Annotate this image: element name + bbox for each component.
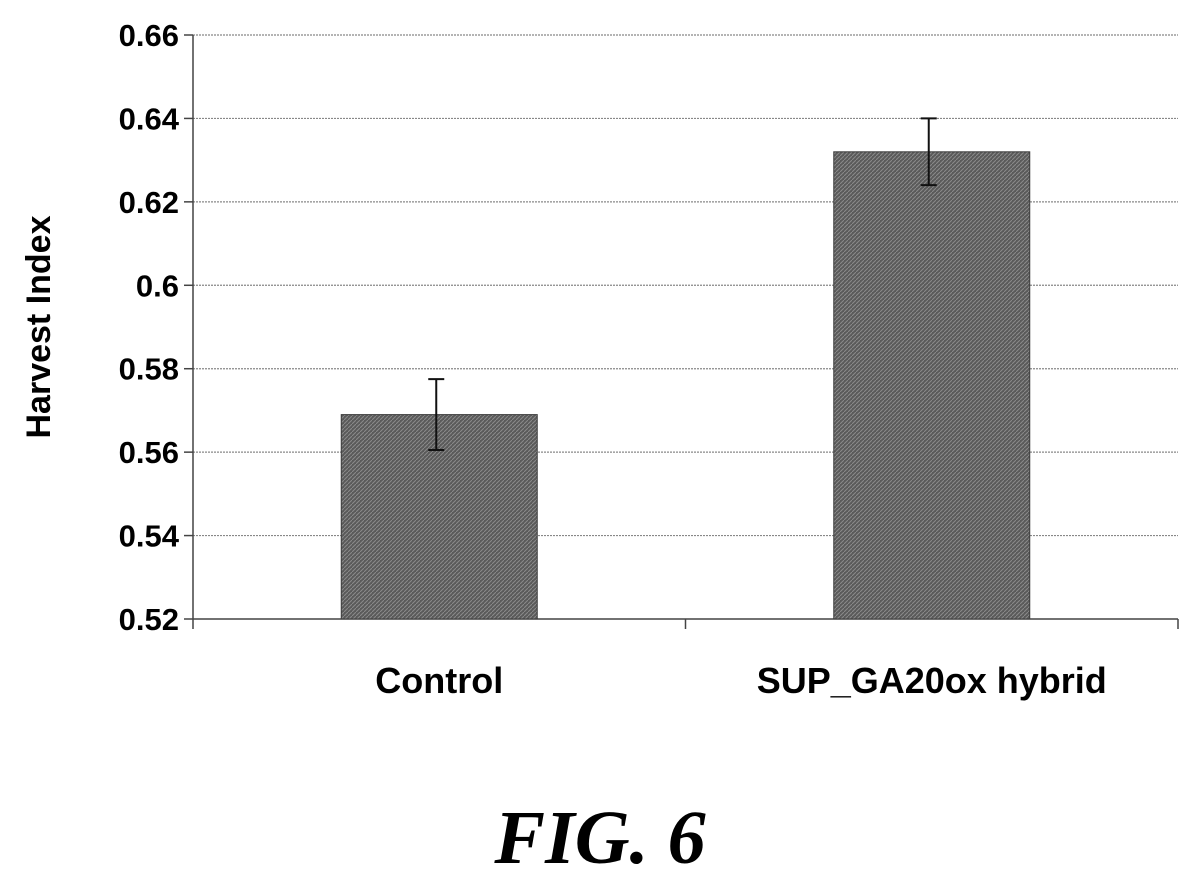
error-bars bbox=[428, 117, 937, 452]
y-tick-label: 0.66 bbox=[119, 18, 179, 53]
y-tick-labels: 0.52 0.54 0.56 0.58 0.6 0.62 0.64 0.66 bbox=[119, 18, 180, 637]
bar-1 bbox=[833, 151, 1031, 620]
y-axis-label: Harvest Index bbox=[20, 215, 58, 438]
y-tick-label: 0.6 bbox=[136, 268, 179, 303]
bar-chart: 0.52 0.54 0.56 0.58 0.6 0.62 0.64 0.66 Control S… bbox=[20, 18, 1179, 701]
bar-0 bbox=[340, 414, 538, 620]
y-tick-label: 0.62 bbox=[119, 185, 179, 220]
bars bbox=[340, 151, 1031, 620]
x-category-label: SUP_GA20ox hybrid bbox=[757, 660, 1107, 701]
figure-label: FIG. 6 bbox=[494, 796, 706, 880]
y-tick-label: 0.54 bbox=[119, 519, 180, 554]
x-category-labels: Control SUP_GA20ox hybrid bbox=[375, 660, 1107, 701]
y-tick-label: 0.64 bbox=[119, 101, 180, 136]
y-tick-label: 0.52 bbox=[119, 602, 179, 637]
y-tick-label: 0.56 bbox=[119, 435, 179, 470]
y-tick-label: 0.58 bbox=[119, 352, 179, 387]
x-category-label: Control bbox=[375, 660, 503, 701]
